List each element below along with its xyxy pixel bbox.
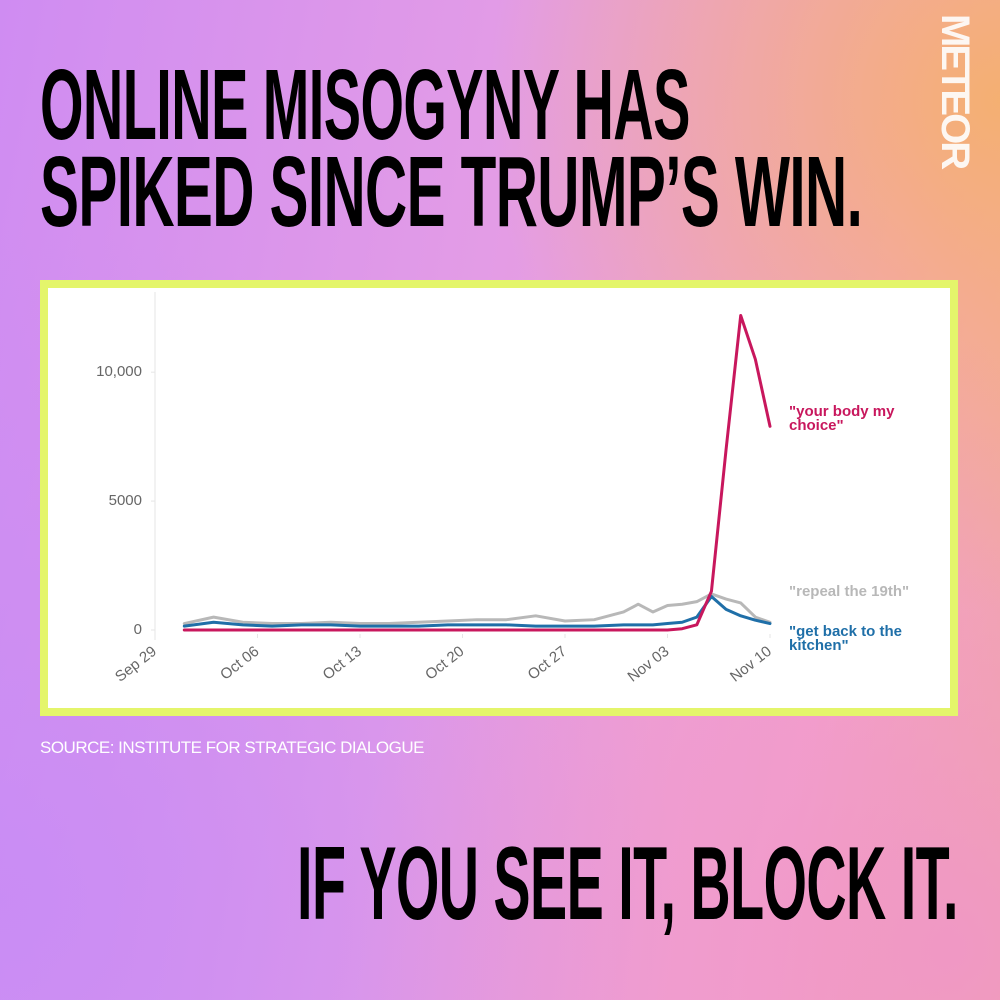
- x-tick-label: Oct 13: [320, 643, 365, 684]
- series-label: "your body my choice": [789, 403, 895, 434]
- chart-frame: [40, 280, 958, 716]
- y-tick-label: 5000: [109, 492, 142, 509]
- headline: SPIKED SINCE TRUMP’S WIN.: [40, 136, 863, 248]
- series-label: "repeal the 19th": [789, 583, 910, 600]
- x-tick-label: Oct 27: [525, 643, 570, 684]
- x-tick-label: Oct 20: [422, 643, 467, 684]
- x-tick-label: Sep 29: [112, 643, 160, 686]
- series-label: "get back to the kitchen": [789, 623, 902, 654]
- footer: IF YOU SEE IT, BLOCK IT.: [297, 826, 958, 942]
- y-tick-label: 0: [134, 621, 142, 638]
- x-tick-label: Nov 10: [727, 643, 775, 686]
- brand: METEOR: [933, 14, 977, 168]
- x-tick-label: Nov 03: [624, 643, 672, 686]
- series-line: [182, 594, 772, 628]
- headline: ONLINE MISOGYNY HAS: [40, 49, 690, 161]
- source: SOURCE: INSTITUTE FOR STRATEGIC DIALOGUE: [40, 738, 424, 757]
- series-line: [182, 592, 772, 626]
- x-tick-label: Oct 06: [217, 643, 262, 684]
- series-line: [182, 313, 772, 632]
- y-tick-label: 10,000: [96, 363, 142, 380]
